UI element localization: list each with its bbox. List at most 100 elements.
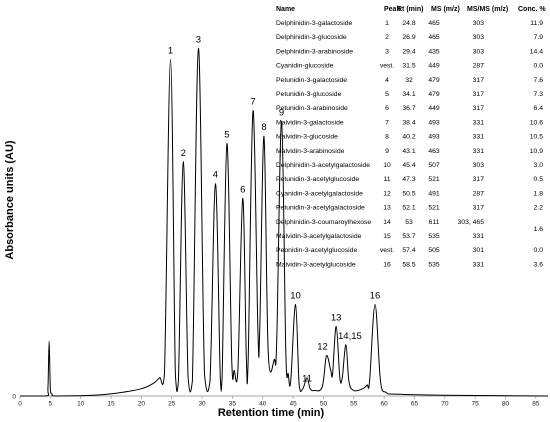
table-cell-name: Malvidin-3-glucoside xyxy=(276,134,338,141)
table-cell-rt: 53 xyxy=(405,219,413,226)
x-axis-ticks: 0 5 10 15 20 25 30 35 40 45 50 55 60 65 70 75 80 85 0 xyxy=(12,394,539,408)
table-cell-peak: 3 xyxy=(385,48,389,55)
x-tick-label: 0 xyxy=(18,401,22,408)
table-cell-peak: 16 xyxy=(383,261,391,268)
table-header-cell: Conc. % xyxy=(518,6,546,13)
table-cell-name: Petunidin-3-arabinoside xyxy=(276,105,348,112)
x-tick-label: 30 xyxy=(198,401,206,408)
table-cell-name: Petunidin-3-glucoside xyxy=(276,91,342,98)
x-tick-label: 35 xyxy=(229,401,237,408)
table-cell-ms: 491 xyxy=(428,190,440,197)
x-tick-label: 75 xyxy=(472,401,480,408)
table-cell-rt: 58.5 xyxy=(402,261,415,268)
table-cell-ms: 535 xyxy=(428,261,440,268)
table-cell-ms: 465 xyxy=(428,34,440,41)
table-cell-conc: 14.4 xyxy=(530,48,543,55)
table-cell-peak: 11 xyxy=(383,176,390,183)
table-cell-conc: 7.6 xyxy=(534,77,544,84)
x-tick-label: 80 xyxy=(502,401,510,408)
table-header-cell: Rt (min) xyxy=(397,6,423,13)
peak-label: 14,15 xyxy=(338,331,362,342)
table-cell-rt: 57.4 xyxy=(402,247,415,254)
table-cell-msms: 317 xyxy=(473,105,485,112)
table-cell-conc: 6.4 xyxy=(534,105,544,112)
peak-label: 4 xyxy=(213,170,218,181)
table-cell-ms: 493 xyxy=(428,134,440,141)
table-cell-name: Petunidin-3-acetylglucoside xyxy=(276,176,359,183)
peak-label: 1 xyxy=(168,45,173,56)
x-tick-label: 40 xyxy=(259,401,267,408)
table-cell-ms: 611 xyxy=(429,219,440,226)
table-cell-peak: 9 xyxy=(385,148,389,155)
table-cell-msms: 331 xyxy=(473,148,485,155)
peak-label: 6 xyxy=(240,184,245,195)
table-cell-msms: 317 xyxy=(473,91,485,98)
table-cell-name: Cyanidin-3-acetylgalactoside xyxy=(276,190,363,197)
table-cell-ms: 435 xyxy=(428,48,440,55)
table-cell-rt: 40.2 xyxy=(402,134,415,141)
table-cell-conc: 0.0 xyxy=(534,247,544,254)
table-cell-msms: 303 xyxy=(473,48,485,55)
peak-label: 7 xyxy=(250,97,255,108)
table-cell-ms: 507 xyxy=(428,162,440,169)
peak-label: 2 xyxy=(181,148,186,159)
table-cell-peak: 14 xyxy=(383,219,391,226)
table-cell-conc: 0.0 xyxy=(534,63,544,70)
table-cell-name: Peonidin-3-acetylglucoside xyxy=(276,247,357,254)
table-cell-ms: 465 xyxy=(428,20,440,27)
table-cell-ms: 493 xyxy=(428,119,440,126)
table-cell-ms: 521 xyxy=(428,205,440,212)
table-cell-peak: 6 xyxy=(385,105,389,112)
table-cell-peak: 15 xyxy=(383,233,391,240)
table-cell-conc: 0.5 xyxy=(534,176,544,183)
table-header-cell: Peak xyxy=(384,6,400,13)
table-cell-msms: 331 xyxy=(473,134,485,141)
table-cell-name: Malvidin-3-arabinoside xyxy=(276,148,345,155)
table-cell-msms: 303, 465 xyxy=(458,219,485,226)
x-tick-label: 50 xyxy=(320,401,328,408)
table-cell-rt: 31.5 xyxy=(402,63,415,70)
chromatogram-trace xyxy=(19,47,549,397)
table-cell-conc: 3.6 xyxy=(534,261,544,268)
table-cell-rt: 52.1 xyxy=(402,205,415,212)
table-cell-rt: 24.8 xyxy=(402,20,415,27)
table-cell-rt: 32 xyxy=(405,77,413,84)
table-cell-msms: 331 xyxy=(473,261,485,268)
table-cell-peak: 8 xyxy=(385,134,389,141)
table-cell-conc: 1.6 xyxy=(534,226,544,233)
table-cell-name: Malvidin-3-acetylgalactoside xyxy=(276,233,362,240)
table-cell-ms: 505 xyxy=(428,247,440,254)
table-cell-conc: 2.2 xyxy=(534,205,544,212)
table-cell-name: Delphinidin-3-acetylgalactoside xyxy=(276,162,370,169)
table-cell-rt: 53.7 xyxy=(402,233,415,240)
table-cell-name: Delphinidin-3-galactoside xyxy=(276,20,353,27)
table-cell-peak: 4 xyxy=(385,77,389,84)
table-cell-msms: 331 xyxy=(473,233,485,240)
x-tick-label: 15 xyxy=(107,401,115,408)
table-cell-rt: 26.9 xyxy=(402,34,415,41)
x-tick-label: 10 xyxy=(77,401,85,408)
peak-label: 10 xyxy=(290,291,301,302)
x-tick-label: 85 xyxy=(532,401,540,408)
table-cell-ms: 479 xyxy=(428,91,440,98)
peak-label: 8 xyxy=(261,122,266,133)
table-header-cell: Name xyxy=(276,6,295,13)
x-tick-label: 25 xyxy=(168,401,176,408)
table-cell-conc: 3.0 xyxy=(534,162,544,169)
table-cell-msms: 287 xyxy=(473,190,485,197)
table-cell-msms: 303 xyxy=(473,20,485,27)
table-cell-name: Delphinidin-3-arabinoside xyxy=(276,48,353,55)
table-cell-msms: 303 xyxy=(473,34,485,41)
table-cell-msms: 317 xyxy=(473,205,485,212)
table-cell-name: Malvidin-3-galactoside xyxy=(276,119,344,126)
table-header-cell: MS/MS (m/z) xyxy=(467,6,508,13)
x-tick-label: 65 xyxy=(411,401,419,408)
table-cell-msms: 303 xyxy=(473,162,485,169)
table-cell-msms: 317 xyxy=(473,176,485,183)
x-tick-label: 45 xyxy=(289,401,297,408)
peak-label: 13 xyxy=(331,312,342,323)
peak-label: 5 xyxy=(224,129,229,140)
table-cell-peak: 5 xyxy=(385,91,389,98)
table-cell-rt: 45.4 xyxy=(402,162,415,169)
